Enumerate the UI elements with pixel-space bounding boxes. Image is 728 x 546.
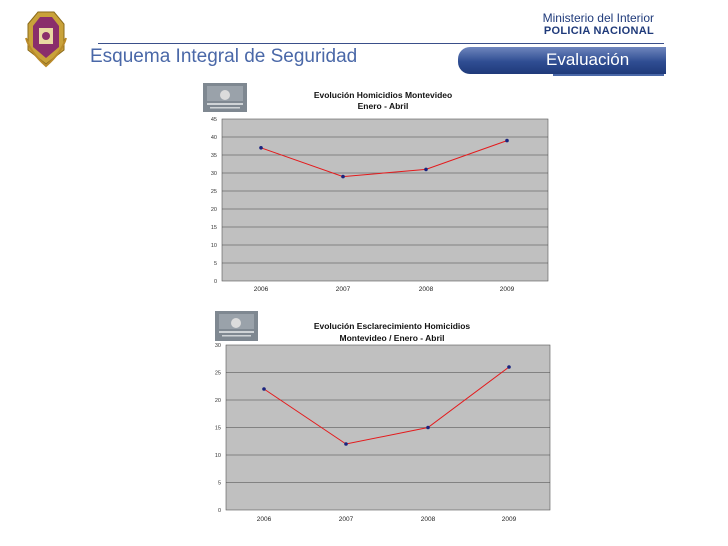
chart-title-line-1: Evolución Homicidios Montevideo (314, 90, 452, 100)
x-tick-label: 2008 (421, 516, 436, 523)
ministry-label: Ministerio del Interior (542, 11, 654, 25)
chart-title-line-2: Montevideo / Enero - Abril (340, 333, 445, 343)
data-point (341, 174, 345, 179)
x-tick-label: 2009 (500, 286, 515, 293)
series-line (260, 140, 508, 178)
data-point (262, 387, 266, 391)
chart-esclarecimiento: Evolución Esclarecimiento Homicidios Mon… (204, 310, 558, 528)
y-tick-label: 10 (215, 453, 221, 459)
police-label: POLICIA NACIONAL (543, 25, 654, 37)
data-point (424, 167, 428, 172)
x-tick-label: 2006 (254, 286, 269, 293)
chart-logo (203, 83, 247, 112)
y-tick-label: 35 (211, 153, 217, 159)
y-tick-label: 15 (215, 426, 221, 432)
y-tick-label: 45 (211, 117, 217, 123)
x-tick-label: 2008 (419, 286, 434, 293)
data-point (344, 442, 348, 446)
chart-homicidios: Evolución Homicidios Montevideo Enero - … (200, 82, 556, 300)
y-tick-label: 10 (211, 243, 217, 249)
x-tick-label: 2007 (336, 286, 351, 293)
chart-esclarecimiento-svg: Evolución Esclarecimiento Homicidios Mon… (215, 311, 551, 523)
police-crest-logo (25, 11, 67, 68)
y-tick-label: 30 (215, 343, 221, 349)
x-tick-label: 2006 (257, 516, 272, 523)
y-tick-label: 15 (211, 225, 217, 231)
data-point (259, 146, 263, 150)
y-tick-label: 25 (215, 371, 221, 377)
chart-logo (215, 311, 258, 341)
data-point (507, 365, 511, 369)
data-point (426, 425, 430, 430)
chart-homicidios-svg: Evolución Homicidios Montevideo Enero - … (203, 83, 549, 293)
y-tick-label: 25 (211, 189, 217, 195)
y-tick-label: 40 (211, 135, 217, 141)
header-divider (98, 43, 664, 44)
y-tick-label: 0 (218, 508, 221, 514)
y-tick-label: 5 (214, 261, 217, 267)
chart-title-line-1: Evolución Esclarecimiento Homicidios (314, 321, 471, 331)
x-tick-label: 2007 (339, 516, 354, 523)
plot-area (221, 118, 549, 282)
y-tick-label: 20 (211, 207, 217, 213)
data-point (505, 138, 509, 143)
tab-evaluacion[interactable]: Evaluación (458, 47, 666, 74)
series-line (263, 366, 510, 445)
y-tick-label: 30 (211, 171, 217, 177)
y-tick-label: 20 (215, 398, 221, 404)
x-tick-label: 2009 (502, 516, 517, 523)
page-title: Esquema Integral de Seguridad (90, 46, 358, 67)
y-tick-label: 0 (214, 279, 217, 285)
chart-title-line-2: Enero - Abril (358, 101, 409, 111)
tab-underline (553, 74, 664, 76)
y-tick-label: 5 (218, 481, 221, 487)
